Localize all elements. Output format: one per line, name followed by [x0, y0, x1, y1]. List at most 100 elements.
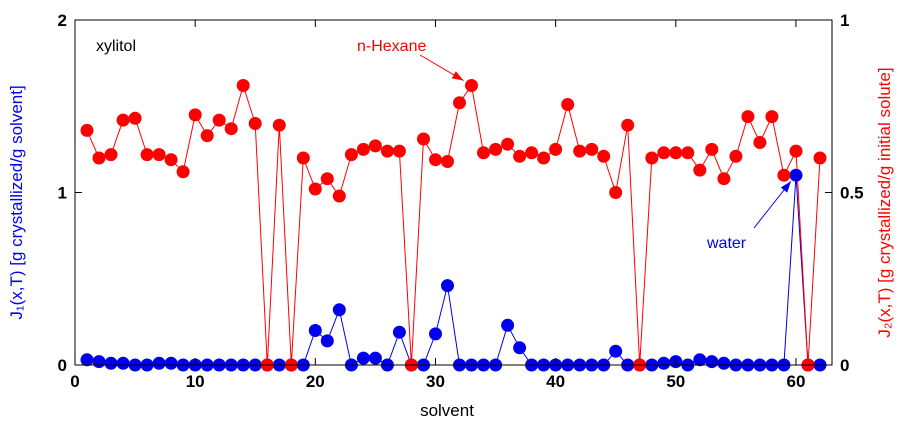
y-left-tick-label: 0	[58, 356, 67, 375]
data-point-n-hexane	[609, 186, 623, 199]
plot-frame	[74, 19, 833, 366]
x-tick-label: 60	[786, 372, 805, 391]
y-left-tick-label: 1	[58, 184, 67, 203]
annotation-arrows	[419, 54, 792, 229]
data-point-n-hexane	[549, 142, 563, 156]
x-tick-label: 0	[70, 372, 79, 391]
data-point-n-hexane	[80, 123, 94, 137]
x-tick-label: 20	[306, 372, 325, 391]
data-point-n-hexane	[813, 151, 827, 165]
data-point-n-hexane	[308, 182, 322, 196]
data-point-n-hexane	[681, 146, 695, 160]
data-point-water	[429, 327, 442, 341]
data-point-n-hexane	[741, 110, 755, 124]
y-right-tick-label: 0	[840, 356, 849, 375]
data-point-n-hexane	[717, 172, 731, 186]
data-point-n-hexane	[248, 117, 262, 130]
y-left-tick-label: 2	[58, 11, 67, 30]
data-point-n-hexane	[657, 146, 671, 160]
x-tick-label: 40	[546, 372, 565, 391]
data-point-water	[92, 355, 106, 369]
chart-annotation-xylitol: xylitol	[96, 38, 136, 55]
data-point-n-hexane	[320, 172, 334, 186]
data-point-water	[368, 351, 382, 365]
data-point-n-hexane	[537, 151, 551, 165]
data-point-n-hexane	[477, 146, 490, 160]
data-point-n-hexane	[573, 144, 587, 158]
data-point-n-hexane	[501, 137, 515, 151]
data-point-n-hexane	[164, 153, 178, 167]
data-point-water	[657, 356, 671, 370]
data-point-n-hexane	[188, 108, 202, 122]
data-point-water	[116, 356, 130, 370]
data-point-n-hexane	[380, 144, 394, 158]
data-point-n-hexane	[272, 118, 286, 132]
data-point-n-hexane	[392, 144, 406, 158]
annotation-n-hexane: n-Hexane	[357, 38, 426, 55]
data-point-n-hexane	[368, 139, 382, 153]
data-point-water	[308, 324, 322, 337]
series-line-0	[86, 175, 820, 366]
data-point-n-hexane	[176, 165, 190, 179]
data-point-n-hexane	[513, 149, 527, 163]
data-point-water	[152, 356, 166, 370]
data-point-water	[717, 356, 731, 370]
data-point-n-hexane	[212, 113, 226, 127]
data-point-water	[164, 356, 178, 370]
data-point-n-hexane	[104, 148, 118, 162]
data-point-n-hexane	[356, 142, 370, 156]
data-point-water	[356, 351, 370, 365]
y-axis-left-label: J₁(x,T) [g crystallized/g solvent]	[7, 85, 26, 319]
series-lines	[86, 83, 821, 366]
data-point-n-hexane	[441, 155, 454, 168]
data-point-water	[332, 303, 346, 317]
data-point-n-hexane	[429, 153, 442, 167]
data-point-n-hexane	[597, 149, 611, 163]
data-point-n-hexane	[236, 79, 250, 92]
data-point-n-hexane	[296, 151, 310, 165]
data-point-water	[705, 355, 719, 369]
data-point-n-hexane	[489, 142, 503, 156]
data-point-n-hexane	[705, 142, 719, 156]
y-right-tick-label: 0.5	[840, 184, 864, 203]
data-point-n-hexane	[453, 96, 466, 110]
data-point-water	[501, 318, 515, 332]
data-point-n-hexane	[585, 142, 599, 156]
data-point-water	[104, 356, 118, 370]
data-point-n-hexane	[669, 146, 683, 160]
data-point-n-hexane	[92, 151, 106, 165]
data-point-n-hexane	[693, 163, 707, 177]
data-point-water	[513, 341, 527, 355]
data-point-water	[441, 279, 454, 293]
data-point-n-hexane	[116, 113, 130, 127]
water-arrow-head	[780, 181, 791, 193]
data-point-n-hexane	[128, 111, 142, 125]
data-point-n-hexane	[417, 132, 430, 146]
data-point-n-hexane	[789, 144, 803, 158]
annotation-water: water	[706, 235, 747, 252]
data-point-n-hexane	[753, 136, 767, 149]
data-point-n-hexane	[332, 189, 346, 203]
data-point-n-hexane	[200, 129, 214, 143]
data-point-n-hexane	[224, 122, 238, 136]
data-point-water	[80, 353, 94, 367]
x-axis-label: solvent	[420, 401, 474, 420]
data-point-n-hexane	[525, 146, 539, 160]
data-point-n-hexane	[152, 148, 166, 162]
data-point-n-hexane	[765, 110, 779, 124]
data-point-n-hexane	[621, 118, 635, 132]
data-point-n-hexane	[777, 168, 791, 182]
x-tick-label: 30	[426, 372, 445, 391]
data-point-water	[609, 344, 623, 358]
x-tick-label: 10	[186, 372, 205, 391]
data-point-n-hexane	[561, 98, 575, 111]
data-point-n-hexane	[729, 149, 743, 163]
data-point-water	[693, 353, 707, 367]
x-tick-label: 50	[666, 372, 685, 391]
y-right-tick-label: 1	[840, 11, 849, 30]
data-point-water	[392, 325, 406, 339]
data-point-n-hexane	[645, 151, 659, 165]
n-hexane-arrow-head	[451, 71, 464, 81]
